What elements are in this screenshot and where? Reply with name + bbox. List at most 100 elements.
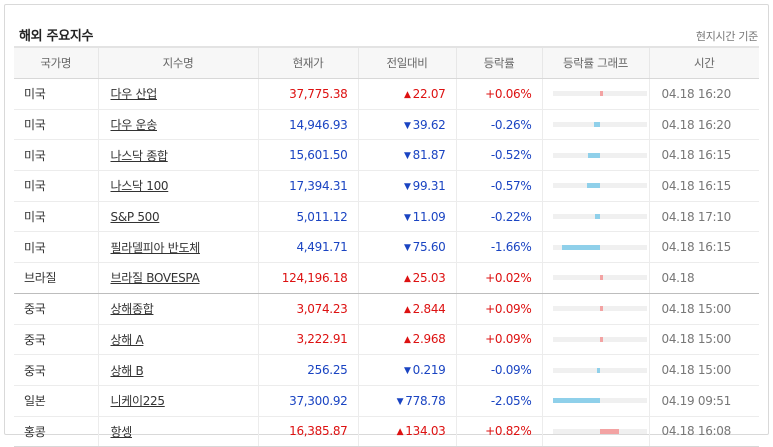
change-cell: ▼ 75.60	[357, 231, 456, 264]
country-cell: 미국	[14, 170, 98, 202]
rate-bar-track	[552, 336, 647, 342]
table-header-row: 국가명 지수명 현재가 전일대비 등락률 등락률 그래프 시간	[14, 46, 759, 79]
up-triangle-icon: ▲	[404, 304, 411, 315]
change-value: 134.03	[405, 424, 446, 439]
price-cell: 5,011.12	[257, 201, 358, 233]
down-triangle-icon: ▼	[404, 151, 411, 162]
index-name-link[interactable]: 나스닥 종합	[110, 148, 169, 163]
panel-header: 해외 주요지수 현지시간 기준	[19, 23, 758, 47]
change-cell: ▲ 2.968	[357, 324, 456, 356]
index-name-cell: 니케이225	[97, 385, 258, 417]
rate-cell: +0.02%	[455, 262, 542, 294]
change-value: 25.03	[412, 270, 446, 285]
table-row: 홍콩 항셍 16,385.87 ▲ 134.03 +0.82% 04.18 16:08	[14, 416, 759, 447]
index-name-link[interactable]: 상해 B	[110, 363, 144, 378]
rate-graph-cell	[541, 262, 649, 294]
change-value: 81.87	[412, 148, 446, 163]
change-cell: ▼ 81.87	[357, 139, 456, 172]
change-value: 22.07	[412, 86, 446, 101]
price-cell: 3,222.91	[257, 324, 358, 356]
column-header-rate: 등락률	[455, 46, 542, 79]
rate-cell: -0.22%	[455, 201, 542, 233]
price-cell: 14,946.93	[257, 109, 358, 141]
index-name-cell: 상해종합	[97, 293, 258, 325]
country-cell: 중국	[14, 293, 98, 325]
change-cell: ▼ 39.62	[357, 109, 456, 141]
table-row: 미국 다우 운송 14,946.93 ▼ 39.62 -0.26% 04.18 16:20	[14, 109, 759, 141]
down-triangle-icon: ▼	[396, 396, 404, 407]
index-name-link[interactable]: 항셍	[110, 424, 133, 439]
rate-cell: -2.05%	[455, 385, 542, 417]
price-cell: 16,385.87	[257, 416, 358, 447]
rate-cell: +0.09%	[455, 324, 542, 356]
time-cell: 04.18 16:15	[648, 139, 759, 172]
rate-cell: +0.82%	[455, 416, 542, 447]
down-triangle-icon: ▼	[404, 120, 411, 131]
index-name-link[interactable]: 나스닥 100	[110, 179, 169, 194]
rate-bar-track	[552, 367, 647, 373]
change-value: 2.968	[412, 332, 446, 347]
change-value: 11.09	[412, 209, 446, 224]
price-cell: 124,196.18	[257, 262, 358, 294]
time-cell: 04.18 15:00	[648, 324, 759, 356]
country-cell: 중국	[14, 354, 98, 386]
column-header-time: 시간	[648, 46, 759, 79]
country-cell: 일본	[14, 385, 98, 417]
index-name-link[interactable]: 필라델피아 반도체	[110, 240, 201, 255]
up-triangle-icon: ▲	[404, 273, 411, 284]
price-cell: 37,300.92	[257, 385, 358, 417]
index-name-link[interactable]: 니케이225	[110, 394, 166, 409]
down-triangle-icon: ▼	[404, 243, 411, 254]
time-cell: 04.18 15:00	[648, 293, 759, 325]
table-row: 미국 S&P 500 5,011.12 ▼ 11.09 -0.22% 04.18 17:10	[14, 201, 759, 233]
time-cell: 04.18 15:00	[648, 354, 759, 386]
time-cell: 04.18 16:08	[648, 416, 759, 447]
index-name-link[interactable]: 브라질 BOVESPA	[110, 271, 200, 286]
change-value: 75.60	[412, 240, 446, 255]
rate-cell: +0.09%	[455, 293, 542, 325]
index-name-link[interactable]: 상해 A	[110, 332, 144, 347]
index-name-cell: S&P 500	[97, 201, 258, 233]
down-triangle-icon: ▼	[404, 212, 411, 223]
index-name-link[interactable]: S&P 500	[110, 209, 160, 224]
country-cell: 브라질	[14, 262, 98, 294]
panel-title: 해외 주요지수	[19, 29, 94, 44]
country-cell: 중국	[14, 324, 98, 356]
table-row: 중국 상해 B 256.25 ▼ 0.219 -0.09% 04.18 15:00	[14, 354, 759, 386]
rate-bar	[587, 152, 600, 158]
change-cell: ▲ 25.03	[357, 262, 456, 294]
rate-bar-track	[552, 275, 647, 281]
price-cell: 15,601.50	[257, 139, 358, 172]
time-cell: 04.18 17:10	[648, 201, 759, 233]
rate-graph-cell	[541, 416, 649, 447]
change-cell: ▼ 11.09	[357, 201, 456, 233]
index-name-cell: 상해 B	[97, 354, 258, 386]
country-cell: 홍콩	[14, 416, 98, 447]
rate-graph-cell	[541, 354, 649, 386]
change-cell: ▲ 2.844	[357, 293, 456, 325]
table-row: 미국 다우 산업 37,775.38 ▲ 22.07 +0.06% 04.18 16:20	[14, 78, 759, 110]
country-cell: 미국	[14, 231, 98, 264]
change-cell: ▼ 0.219	[357, 354, 456, 386]
price-cell: 3,074.23	[257, 293, 358, 325]
rate-bar	[599, 336, 603, 342]
change-value: 99.31	[412, 178, 446, 193]
price-cell: 37,775.38	[257, 78, 358, 110]
country-cell: 미국	[14, 78, 98, 110]
index-name-link[interactable]: 다우 산업	[110, 87, 158, 102]
table-row: 미국 필라델피아 반도체 4,491.71 ▼ 75.60 -1.66% 04.18 16:…	[14, 231, 759, 264]
rate-bar-track	[552, 398, 647, 404]
indices-table: 국가명 지수명 현재가 전일대비 등락률 등락률 그래프 시간 미국 다우 산업 3…	[14, 46, 759, 447]
index-name-link[interactable]: 다우 운송	[110, 118, 158, 133]
rate-bar-track	[552, 122, 647, 128]
country-cell: 미국	[14, 139, 98, 172]
rate-bar	[599, 275, 603, 281]
country-cell: 미국	[14, 201, 98, 233]
rate-graph-cell	[541, 293, 649, 325]
rate-cell: -0.09%	[455, 354, 542, 386]
price-cell: 4,491.71	[257, 231, 358, 264]
change-cell: ▼ 99.31	[357, 170, 456, 202]
index-name-link[interactable]: 상해종합	[110, 302, 154, 317]
rate-graph-cell	[541, 231, 649, 264]
rate-bar-track	[552, 183, 647, 189]
